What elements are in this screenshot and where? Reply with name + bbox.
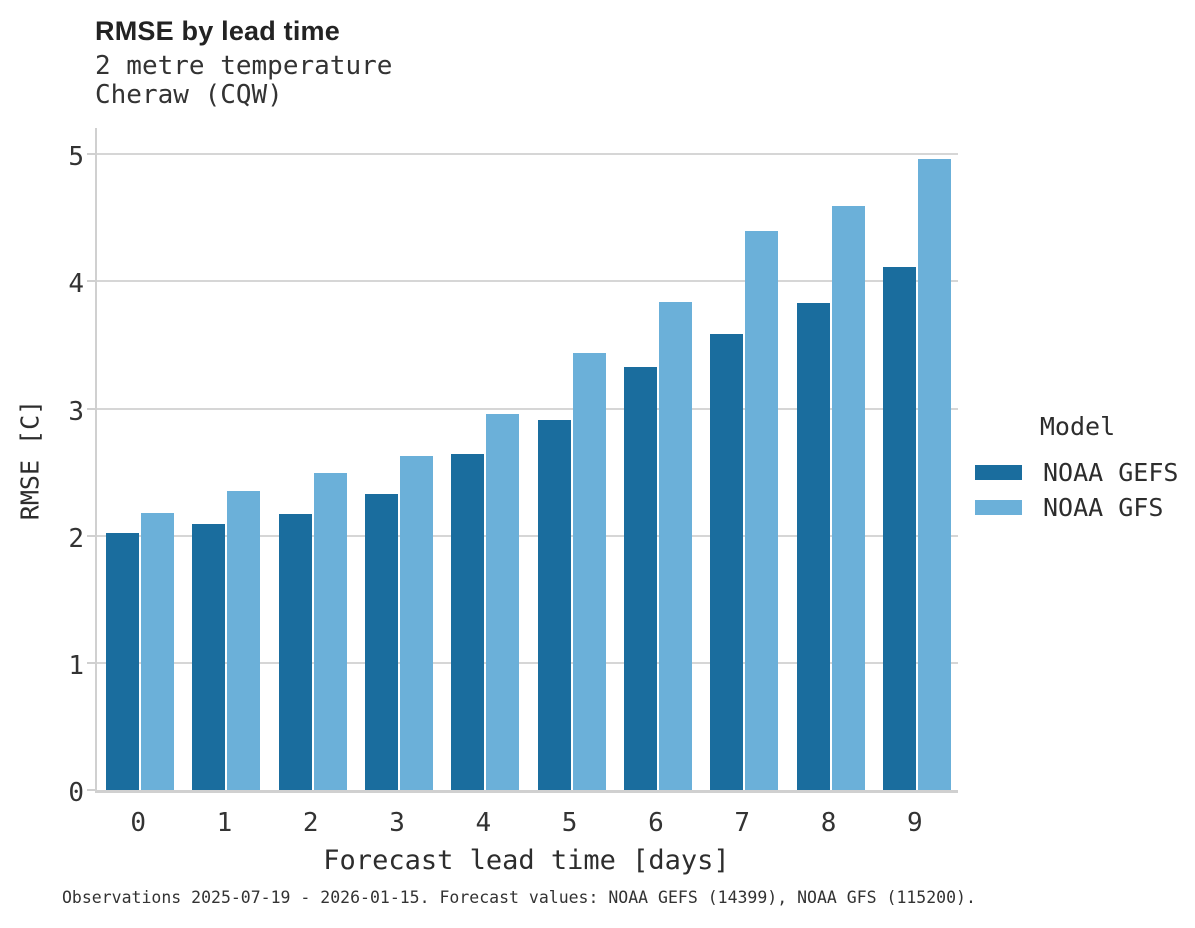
y-tick-label-1: 1 [68, 650, 84, 681]
bar-group-day-7 [701, 128, 787, 790]
bar-group-day-3 [356, 128, 442, 790]
bar-noaa-gfs-day-9 [917, 159, 951, 790]
bar-group-day-6 [615, 128, 701, 790]
bar-groups [97, 128, 958, 790]
y-tick-label-5: 5 [68, 142, 84, 173]
gridline-y-2 [97, 534, 958, 537]
gridline-y-3 [97, 407, 958, 410]
bar-group-day-8 [787, 128, 873, 790]
bar-noaa-gefs-day-2 [278, 514, 312, 790]
x-axis-tick-labels: 0 1 2 3 4 5 6 7 8 9 [95, 808, 958, 838]
x-axis-title: Forecast lead time [days] [323, 845, 730, 876]
y-tick-mark-2 [87, 534, 95, 537]
bar-noaa-gefs-day-3 [365, 493, 399, 790]
y-tick-mark-5 [87, 153, 95, 156]
bar-noaa-gefs-day-6 [623, 366, 657, 790]
gridline-y-1 [97, 661, 958, 664]
bar-group-day-0 [97, 128, 183, 790]
x-tick-label-1: 1 [216, 808, 233, 838]
y-tick-mark-0 [87, 789, 95, 791]
x-tick-label-7: 7 [734, 808, 751, 838]
x-tick-label-6: 6 [648, 808, 664, 838]
gridline-y-4 [97, 280, 958, 283]
bar-group-day-5 [529, 128, 615, 790]
bar-group-day-4 [442, 128, 528, 790]
bar-noaa-gfs-day-8 [831, 206, 865, 790]
x-tick-label-8: 8 [820, 808, 837, 838]
bar-noaa-gefs-day-1 [192, 524, 226, 790]
y-tick-mark-1 [87, 661, 95, 664]
legend-item-noaa-gefs: NOAA GEFS [975, 455, 1180, 490]
footnote-caption: Observations 2025-07-19 - 2026-01-15. Fo… [62, 888, 976, 907]
bar-noaa-gefs-day-8 [796, 303, 830, 790]
legend-label-noaa-gefs: NOAA GEFS [1043, 458, 1179, 487]
chart-title: RMSE by lead time [95, 16, 340, 46]
legend-item-noaa-gfs: NOAA GFS [975, 490, 1180, 525]
bar-noaa-gefs-day-9 [882, 267, 916, 790]
y-tick-label-2: 2 [68, 523, 84, 554]
bar-noaa-gfs-day-1 [227, 491, 261, 790]
legend-swatch-noaa-gfs [975, 500, 1022, 515]
chart-subtitle-variable: 2 metre temperature [95, 51, 393, 81]
y-axis-tick-labels: 0 1 2 3 4 5 [38, 128, 84, 808]
legend-label-noaa-gfs: NOAA GFS [1043, 493, 1164, 522]
x-tick-label-5: 5 [561, 808, 578, 838]
plot-area [87, 128, 958, 793]
bar-group-day-9 [874, 128, 960, 790]
bar-noaa-gefs-day-0 [106, 533, 140, 790]
bar-noaa-gfs-day-4 [486, 413, 520, 790]
bar-group-day-1 [183, 128, 269, 790]
bar-group-day-2 [270, 128, 356, 790]
chart-subtitle-location: Cheraw (CQW) [95, 80, 283, 110]
y-tick-mark-4 [87, 280, 95, 283]
y-tick-mark-3 [87, 407, 95, 410]
bar-noaa-gfs-day-7 [745, 230, 779, 790]
bar-noaa-gfs-day-6 [658, 301, 692, 790]
x-tick-label-0: 0 [130, 808, 146, 838]
x-tick-label-9: 9 [906, 808, 923, 838]
bar-noaa-gefs-day-7 [710, 333, 744, 790]
bar-noaa-gfs-day-5 [572, 352, 606, 790]
x-tick-label-4: 4 [475, 808, 492, 838]
legend-title: Model [1039, 412, 1116, 441]
gridline-y-5 [97, 153, 958, 156]
legend-swatch-noaa-gefs [975, 465, 1022, 480]
legend: Model NOAA GEFS NOAA GFS [975, 412, 1180, 525]
bar-noaa-gefs-day-5 [537, 420, 571, 790]
y-tick-label-4: 4 [68, 269, 84, 300]
bar-noaa-gfs-day-0 [141, 512, 175, 790]
x-tick-label-3: 3 [389, 808, 405, 838]
bar-noaa-gefs-day-4 [451, 454, 485, 790]
bar-noaa-gfs-day-3 [400, 455, 434, 790]
x-tick-label-2: 2 [302, 808, 319, 838]
bar-noaa-gfs-day-2 [313, 473, 347, 790]
y-tick-label-3: 3 [68, 396, 84, 427]
y-tick-label-0: 0 [68, 778, 84, 808]
